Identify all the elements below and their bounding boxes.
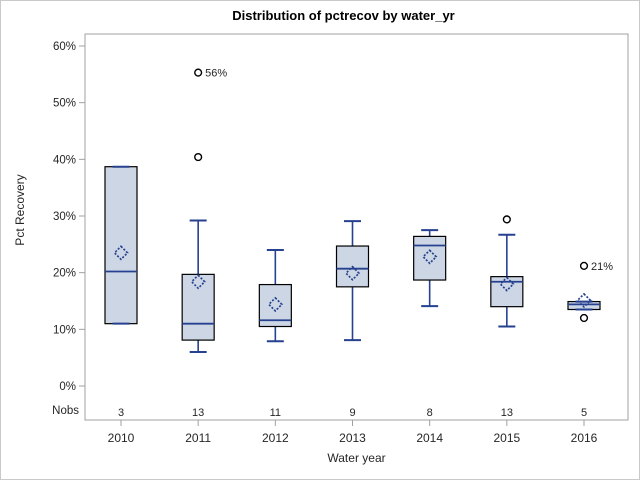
nobs-value: 13 [501,407,513,419]
y-tick-label: 50% [53,98,76,110]
box-rect [181,273,215,341]
outlier-point [194,152,203,162]
nobs-value: 11 [270,407,281,419]
chart-title: Distribution of pctrecov by water_yr [232,8,455,23]
mean-diamond-icon [421,249,438,265]
x-axis-title: Water year [327,451,386,465]
mean-diamond-icon [576,292,592,309]
outlier-point [579,313,589,323]
nobs-value: 5 [581,407,587,419]
x-tick-label: 2011 [185,431,211,445]
y-tick-label: 60% [53,41,76,53]
x-tick-label: 2016 [571,431,598,445]
mean-diamond-icon [499,276,515,292]
outlier-point [194,68,203,77]
mean-diamond-icon [113,245,129,261]
x-tick-label: 2015 [493,431,520,445]
y-tick-label: 20% [53,268,76,280]
y-tick-label: 30% [53,211,76,223]
outlier-label: 21% [591,261,613,273]
y-tick-label: 40% [53,154,76,166]
x-tick-label: 2014 [416,431,443,445]
x-tick-label: 2010 [108,431,135,445]
x-tick-label: 2013 [339,431,366,445]
outlier-label: 56% [205,68,227,80]
nobs-value: 13 [192,407,204,419]
x-tick-label: 2012 [262,431,289,445]
y-tick-label: 0% [59,381,76,393]
outlier-point [502,215,511,224]
outlier-point [579,261,589,270]
nobs-value: 3 [118,407,124,419]
nobs-row-label: Nobs [52,405,79,417]
box-rect [413,235,447,281]
mean-diamond-icon [344,265,361,281]
box-rect [567,300,601,311]
mean-diamond-icon [267,296,284,313]
nobs-value: 9 [349,407,355,419]
mean-diamond-icon [190,274,206,290]
y-tick-label: 10% [53,324,76,336]
nobs-value: 8 [427,407,433,419]
plot-border [84,33,629,421]
